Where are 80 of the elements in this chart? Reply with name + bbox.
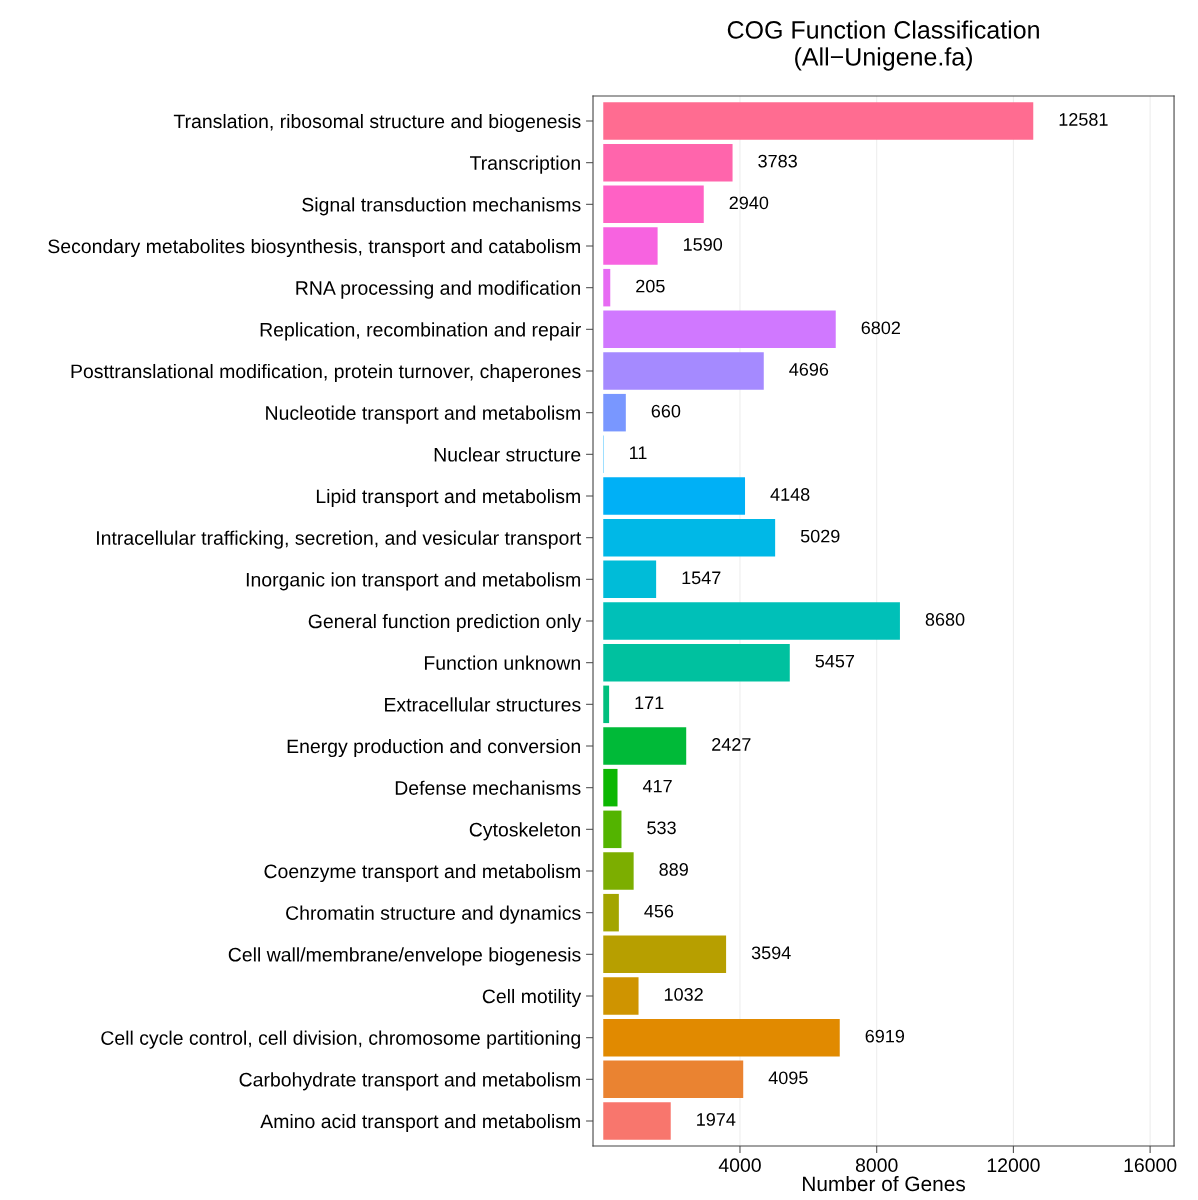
y-tick-label: Secondary metabolites biosynthesis, transport and catabolism: [48, 238, 580, 258]
data-label: 4148: [770, 488, 810, 501]
data-label: 3783: [758, 154, 797, 168]
data-label: 1547: [682, 571, 721, 585]
data-label: 1032: [664, 988, 703, 1001]
data-label: 3594: [751, 946, 791, 960]
y-tick-label: Energy production and conversion: [287, 738, 580, 758]
y-tick-label: Transcription: [469, 155, 580, 174]
y-tick-label: Defense mechanisms: [395, 780, 581, 795]
data-label: 456: [644, 904, 674, 918]
data-label: 8680: [925, 613, 965, 626]
bar: [603, 352, 764, 390]
y-tick-label: Posttranslational modification, protein turnover, chaperones: [71, 363, 581, 383]
bar: [603, 268, 611, 307]
y-tick-label: Nuclear structure: [434, 447, 581, 462]
y-tick-label: Intracellular trafficking, secretion, and vesicular transport: [97, 530, 582, 549]
bar: [603, 1060, 744, 1099]
y-tick-label: Lipid transport and metabolism: [316, 488, 580, 508]
y-tick-label: Cell motility: [482, 988, 582, 1008]
bar: [603, 602, 900, 640]
x-tick-label: 8000: [855, 1158, 898, 1173]
bar: [603, 727, 687, 765]
bar: [603, 893, 619, 932]
bar: [603, 852, 634, 890]
bar: [603, 185, 704, 224]
y-tick-label: RNA processing and modification: [296, 280, 580, 299]
bar: [603, 102, 1034, 140]
data-label: 1974: [697, 1113, 736, 1126]
x-tick-label: 4000: [718, 1158, 761, 1173]
bar: [603, 310, 836, 349]
y-tick-label: Cytoskeleton: [469, 822, 580, 841]
data-label: 2940: [729, 196, 769, 210]
bar: [603, 143, 733, 182]
bar: [603, 227, 658, 265]
y-tick-label: Amino acid transport and metabolism: [260, 1113, 580, 1133]
bar: [603, 1102, 671, 1140]
data-label: 11: [630, 446, 647, 459]
data-label: 1590: [683, 238, 723, 251]
y-tick-label: Cell wall/membrane/envelope biogenesis: [228, 947, 581, 966]
bar: [603, 935, 727, 974]
data-label: 6802: [861, 321, 900, 335]
y-tick-label: Cell cycle control, cell division, chromosome partitioning: [101, 1030, 580, 1049]
data-label: 5457: [815, 654, 855, 668]
x-tick-label: 16000: [1124, 1158, 1177, 1173]
data-label: 660: [651, 404, 681, 418]
data-label: 4095: [768, 1071, 808, 1085]
data-label: 171: [635, 696, 664, 709]
bar: [603, 477, 746, 515]
y-tick-label: Signal transduction mechanisms: [302, 197, 581, 216]
data-label: 4696: [789, 363, 829, 376]
data-label: 5029: [800, 529, 840, 543]
x-axis-title: Number of Genes: [803, 1175, 965, 1192]
bar: [603, 643, 790, 682]
y-tick-label: Coenzyme transport and metabolism: [264, 863, 580, 883]
data-label: 12581: [1059, 113, 1108, 126]
y-tick-label: Nucleotide transport and metabolism: [266, 405, 580, 424]
data-label: 205: [636, 279, 665, 293]
bar: [603, 393, 626, 432]
y-tick-label: Chromatin structure and dynamics: [286, 905, 581, 924]
y-tick-label: Inorganic ion transport and metabolism: [246, 572, 580, 591]
y-tick-label: Function unknown: [425, 655, 580, 670]
y-tick-label: Translation, ribosomal structure and biogenesis: [173, 113, 581, 133]
bar: [603, 977, 639, 1015]
y-tick-label: General function prediction only: [308, 613, 582, 633]
bar: [603, 560, 657, 599]
x-tick-label: 12000: [987, 1158, 1040, 1173]
data-label: 6919: [865, 1029, 905, 1043]
y-tick-label: Replication, recombination and repair: [260, 322, 581, 341]
data-label: 533: [647, 821, 676, 835]
bar: [603, 518, 776, 557]
bar: [603, 768, 618, 807]
bar: [603, 1018, 840, 1057]
y-tick-label: Extracellular structures: [385, 697, 581, 712]
data-label: 2427: [712, 738, 751, 751]
bar: [603, 685, 610, 724]
bar: [603, 810, 622, 849]
y-tick-label: Carbohydrate transport and metabolism: [239, 1072, 580, 1091]
data-label: 889: [659, 863, 688, 876]
chart-title: COG Function Classification (All−Unigene.fa): [727, 20, 1039, 71]
data-label: 417: [642, 779, 672, 793]
